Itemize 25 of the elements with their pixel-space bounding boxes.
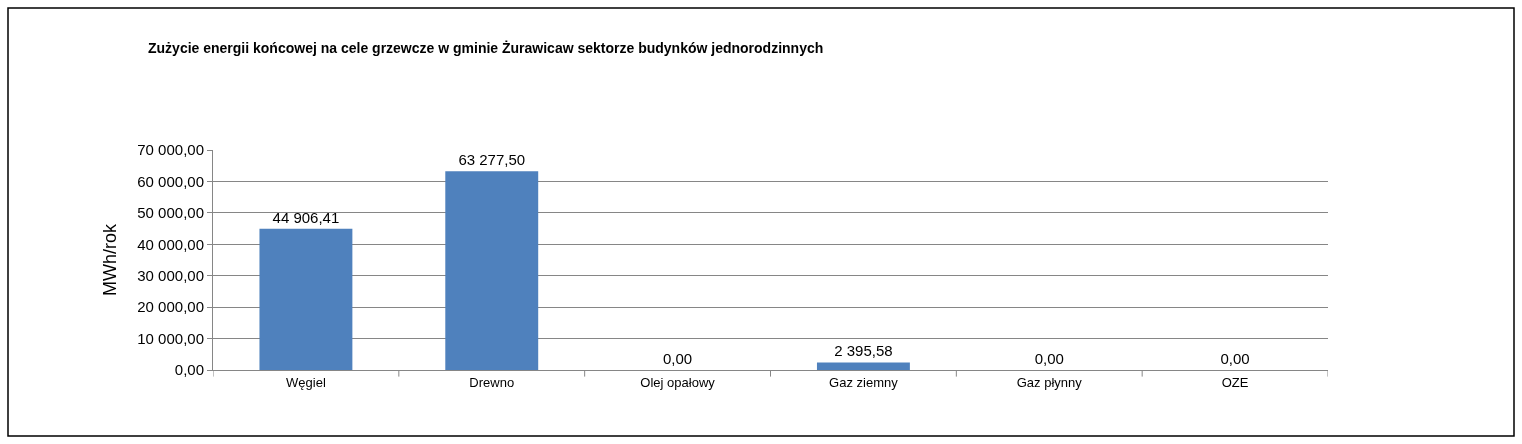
x-tick-label: Drewno: [469, 374, 515, 390]
y-tick-label: 10 000,00: [137, 329, 204, 347]
data-label: 0,00: [1034, 350, 1064, 367]
y-tick-label: 60 000,00: [137, 172, 204, 190]
y-tick-label: 0,00: [174, 361, 204, 379]
y-tick-label: 40 000,00: [137, 235, 204, 253]
data-label: 63 277,50: [458, 151, 526, 169]
bar: [816, 362, 910, 370]
data-label: 2 395,58: [834, 342, 893, 360]
x-tick-label: Węgiel: [286, 374, 326, 390]
data-label: 44 906,41: [272, 208, 340, 226]
y-tick-label: 20 000,00: [137, 298, 204, 316]
x-tick-label: OZE: [1221, 374, 1249, 390]
y-tick-label: 30 000,00: [137, 266, 204, 284]
bar: [259, 228, 353, 370]
y-axis-title: MWh/rok: [100, 223, 121, 296]
x-tick-label: Gaz płynny: [1016, 374, 1083, 390]
x-tick-label: Olej opałowy: [640, 374, 716, 390]
chart-title: Zużycie energii końcowej na cele grzewcze w gminie Żurawicaw sektorze budynków jednorodzinnych: [148, 39, 824, 56]
bar: [445, 171, 539, 370]
y-tick-label: 70 000,00: [137, 141, 204, 159]
data-label: 0,00: [662, 350, 693, 367]
data-label: 0,00: [1220, 350, 1250, 367]
y-tick-label: 50 000,00: [137, 204, 204, 222]
x-tick-label: Gaz ziemny: [829, 374, 899, 390]
